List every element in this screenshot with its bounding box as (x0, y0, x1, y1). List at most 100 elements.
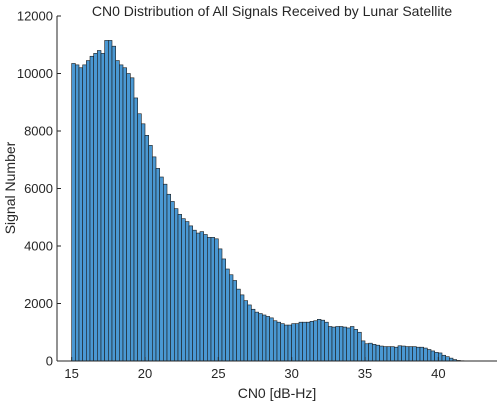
histogram-bar (181, 218, 186, 362)
histogram-bar (89, 55, 94, 362)
histogram-bar (324, 321, 329, 362)
histogram-bar (372, 344, 377, 362)
histogram-bar (232, 280, 237, 362)
histogram-bar (405, 346, 410, 362)
histogram-bar (240, 294, 245, 362)
histogram-bar (251, 308, 256, 362)
histogram-bar (174, 208, 179, 362)
histogram-bar (148, 145, 153, 362)
histogram-bar (207, 237, 212, 362)
y-axis-label: Signal Number (2, 141, 18, 234)
x-tick-label: 35 (358, 366, 372, 381)
histogram-bar (236, 288, 241, 362)
histogram-bar (163, 183, 168, 362)
histogram-bar (210, 237, 215, 362)
histogram-bar (427, 349, 432, 362)
histogram-bar (199, 231, 204, 362)
x-tick-label: 40 (431, 366, 445, 381)
histogram-bar (361, 340, 366, 362)
y-tick-label: 2000 (24, 296, 53, 311)
histogram-bar (331, 326, 336, 362)
histogram-bar (130, 77, 135, 362)
histogram-bar (302, 321, 307, 362)
histogram-bar (353, 329, 358, 362)
histogram-bar (386, 346, 391, 362)
histogram-bar (419, 346, 424, 362)
histogram-bar (287, 324, 292, 362)
histogram-bar (295, 323, 300, 362)
histogram-bar (97, 50, 102, 362)
histogram-bar (188, 225, 193, 362)
histogram-bar (225, 268, 230, 362)
histogram-bar (339, 326, 344, 362)
histogram-bar (434, 352, 439, 362)
histogram-bar (214, 238, 219, 362)
histogram-bar (280, 323, 285, 362)
y-tick-label: 12000 (17, 9, 53, 24)
histogram-bar (309, 321, 314, 362)
y-tick-label: 6000 (24, 181, 53, 196)
histogram-bar (258, 313, 263, 362)
histogram-bar (115, 60, 120, 362)
histogram-bar (155, 168, 160, 362)
histogram-bar (185, 221, 190, 362)
histogram-bar (243, 300, 248, 362)
histogram-bar (357, 331, 362, 362)
histogram-bar (111, 45, 116, 362)
histogram-bar (269, 317, 274, 362)
histogram-bar (254, 311, 259, 362)
histogram-bar (438, 352, 443, 362)
histogram-bar (276, 321, 281, 362)
histogram-bar (375, 344, 380, 362)
histogram-bar (126, 73, 131, 362)
axis-ticks: 15 20 25 30 35 40 0 2000 4000 6000 8000 10000 12000 (17, 9, 446, 382)
y-tick-label: 8000 (24, 124, 53, 139)
histogram-bar (320, 319, 325, 362)
histogram-bar (401, 345, 406, 362)
histogram-bar (298, 321, 303, 362)
histogram-bar (133, 97, 138, 362)
y-tick-label: 10000 (17, 66, 53, 81)
histogram-bar (408, 346, 413, 362)
histogram-bar (78, 67, 83, 362)
histogram-bar (342, 326, 347, 362)
histogram-bar (71, 63, 76, 362)
histogram-bar (335, 326, 340, 362)
x-tick-label: 20 (138, 366, 152, 381)
histogram-bar (166, 193, 171, 362)
histogram-bar (152, 156, 157, 362)
histogram-bar (390, 346, 395, 362)
histogram-bar (441, 354, 446, 362)
histogram-bar (170, 201, 175, 362)
histogram-bar (364, 343, 369, 362)
histogram-bar (265, 316, 270, 362)
histogram-bar (122, 67, 127, 362)
histogram-bar (93, 53, 98, 362)
histogram-bar (192, 229, 197, 362)
histogram-bar (104, 40, 109, 362)
histogram-bar (119, 64, 124, 362)
histogram-bar (82, 64, 87, 362)
histogram-bar (350, 326, 355, 362)
histogram-bar (423, 347, 428, 362)
histogram-bar (383, 346, 388, 362)
histogram-bar (262, 314, 267, 362)
histogram-bar (313, 320, 318, 362)
histogram-bar (379, 345, 384, 362)
histogram-bar (346, 327, 351, 362)
histogram-bar (397, 345, 402, 362)
histogram-bar (445, 356, 450, 362)
histogram-bar (159, 176, 164, 362)
x-axis-label: CN0 [dB-Hz] (238, 385, 317, 401)
histogram-bar (306, 321, 311, 362)
histogram-bar (221, 258, 226, 362)
x-tick-label: 25 (211, 366, 225, 381)
histogram-bar (273, 320, 278, 362)
histogram-bar (229, 274, 234, 362)
chart-title: CN0 Distribution of All Signals Received… (92, 3, 453, 19)
histogram-bar (218, 248, 223, 362)
histogram-bar (137, 113, 142, 362)
histogram-bar (75, 64, 80, 362)
histogram-bar (284, 324, 289, 362)
